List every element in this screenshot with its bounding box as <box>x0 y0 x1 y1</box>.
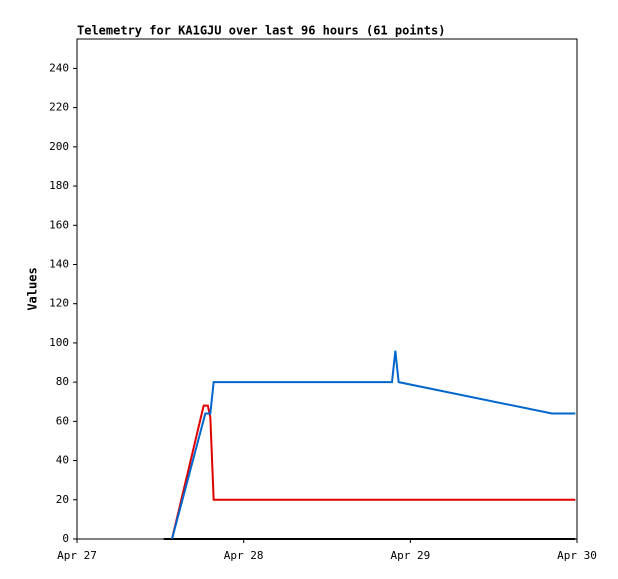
x-tick-label: Apr 29 <box>390 549 430 562</box>
y-tick-label: 160 <box>49 218 69 231</box>
y-tick-label: 100 <box>49 336 69 349</box>
y-tick-label: 120 <box>49 297 69 310</box>
y-tick-label: 180 <box>49 179 69 192</box>
y-tick-label: 40 <box>56 454 69 467</box>
y-tick-label: 0 <box>62 532 69 545</box>
chart-title: Telemetry for KA1GJU over last 96 hours … <box>77 24 445 38</box>
y-tick-label: 220 <box>49 101 69 114</box>
y-axis-label: Values <box>26 267 40 310</box>
x-tick-label: Apr 27 <box>57 549 97 562</box>
y-tick-label: 60 <box>56 414 69 427</box>
y-tick-label: 200 <box>49 140 69 153</box>
x-tick-label: Apr 28 <box>224 549 264 562</box>
data-line <box>171 350 576 540</box>
plot-frame <box>76 38 578 540</box>
y-tick-label: 20 <box>56 493 69 506</box>
y-tick-label: 140 <box>49 257 69 270</box>
x-tick-label: Apr 30 <box>557 549 597 562</box>
data-line <box>171 404 576 540</box>
y-tick-label: 240 <box>49 61 69 74</box>
y-tick-label: 80 <box>56 375 69 388</box>
